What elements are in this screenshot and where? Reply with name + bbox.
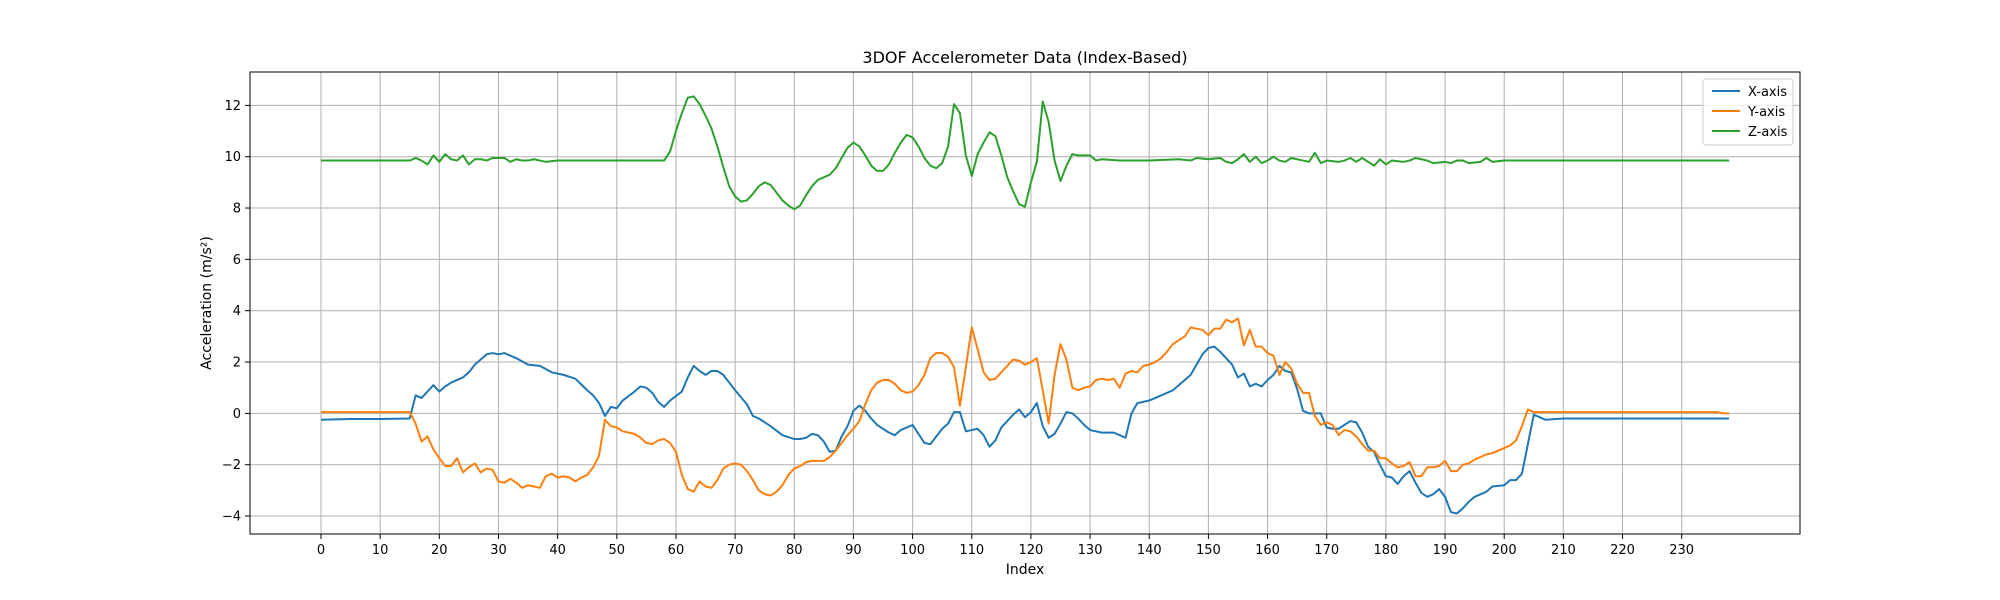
legend-box	[1702, 78, 1794, 146]
legend: X-axis Y-axis Z-axis	[1702, 78, 1794, 146]
plot-frame	[249, 71, 1801, 535]
x-tick-label: 120	[1019, 543, 1044, 558]
y-tick-label: 8	[233, 202, 241, 217]
series-line-y	[320, 317, 1730, 497]
y-tick-label: −2	[222, 458, 241, 473]
x-tick-label: 30	[490, 543, 507, 558]
x-tick-label: 10	[372, 543, 389, 558]
series-lines	[320, 95, 1730, 515]
y-tick-label: 0	[233, 407, 241, 422]
y-tick-label: −4	[222, 510, 241, 525]
x-tick-label: 130	[1078, 543, 1103, 558]
x-tick-label: 0	[317, 543, 325, 558]
grid	[250, 72, 1800, 534]
axis-ticks: 0 10 20 30 40 50 60 70 80 90 100 110 120 130 140 150 160…	[222, 99, 1694, 558]
series-line-z	[320, 95, 1730, 211]
x-tick-label: 70	[727, 543, 744, 558]
x-tick-label: 20	[431, 543, 448, 558]
legend-label-z: Z-axis	[1748, 125, 1788, 140]
x-tick-label: 140	[1137, 543, 1162, 558]
legend-label-x: X-axis	[1748, 85, 1787, 100]
x-tick-label: 150	[1196, 543, 1221, 558]
x-tick-label: 210	[1551, 543, 1576, 558]
y-tick-label: 4	[233, 304, 241, 319]
x-tick-label: 200	[1492, 543, 1517, 558]
x-tick-label: 160	[1255, 543, 1280, 558]
x-tick-label: 100	[900, 543, 925, 558]
x-tick-label: 230	[1669, 543, 1694, 558]
x-tick-label: 40	[549, 543, 566, 558]
x-tick-label: 110	[959, 543, 984, 558]
x-axis-title: Index	[1006, 562, 1045, 578]
x-tick-label: 170	[1314, 543, 1339, 558]
series-line-x	[320, 345, 1730, 515]
x-tick-label: 190	[1433, 543, 1458, 558]
y-tick-label: 12	[224, 99, 241, 114]
y-tick-label: 6	[233, 253, 241, 268]
x-tick-label: 220	[1610, 543, 1635, 558]
y-tick-label: 10	[224, 150, 241, 165]
y-axis-title: Acceleration (m/s²)	[199, 236, 215, 370]
y-tick-label: 2	[233, 356, 241, 371]
x-tick-label: 90	[845, 543, 862, 558]
legend-label-y: Y-axis	[1747, 105, 1785, 120]
x-tick-label: 50	[609, 543, 626, 558]
x-tick-label: 80	[786, 543, 803, 558]
chart-title: 3DOF Accelerometer Data (Index-Based)	[862, 48, 1187, 67]
x-tick-label: 60	[668, 543, 685, 558]
x-tick-label: 180	[1373, 543, 1398, 558]
